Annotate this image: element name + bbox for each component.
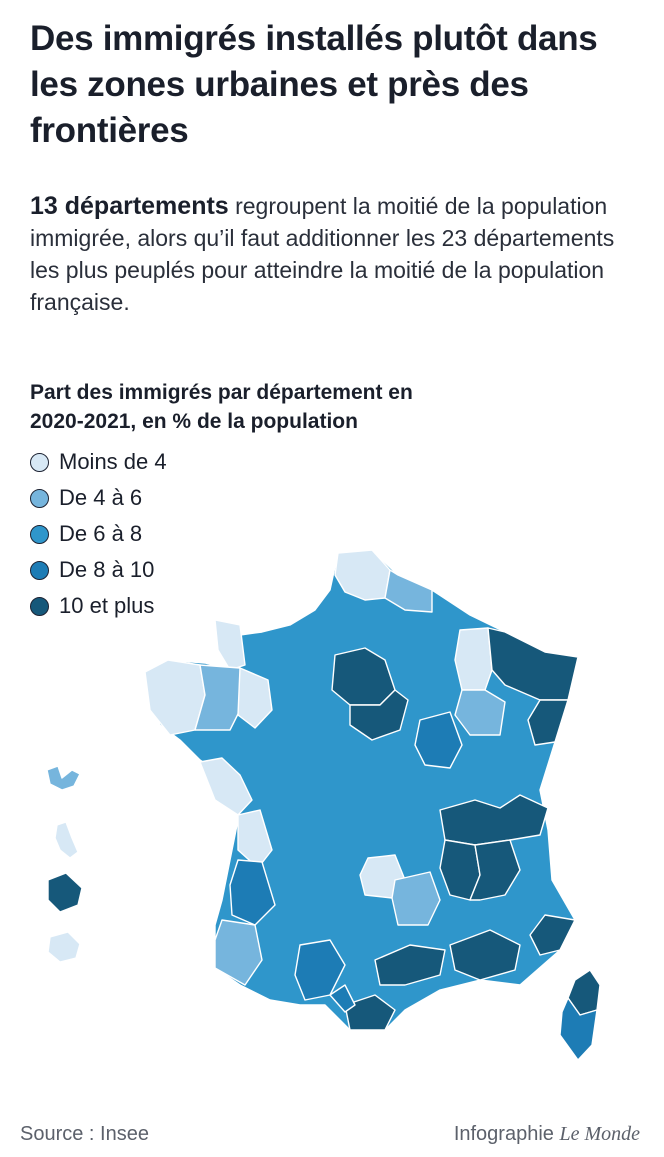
- credit-brand: Le Monde: [559, 1123, 640, 1145]
- legend-swatch-0: [30, 452, 49, 472]
- legend-swatch-2: [30, 524, 49, 544]
- map-region-vendee: [199, 757, 253, 816]
- legend-swatch-3: [30, 560, 49, 580]
- map-region-meuse-marne: [454, 627, 493, 691]
- legend-title: Part des immigrés par département en 202…: [30, 381, 413, 433]
- legend-label: De 6 à 8: [59, 521, 143, 546]
- legend-swatch-4: [30, 596, 49, 616]
- map-region-bretagne-ouest: [144, 659, 206, 736]
- map-region-mayenne: [237, 667, 273, 729]
- map-region-isere-drome: [469, 839, 521, 901]
- map-region-guadeloupe: [46, 765, 81, 791]
- map-region-guyane: [47, 872, 83, 913]
- legend-swatch-1: [30, 488, 49, 508]
- map-region-lorraine-sud: [454, 689, 506, 736]
- map-region-pas-de-calais: [384, 569, 433, 613]
- legend-item: 10 et plus: [30, 588, 470, 624]
- legend-item: De 8 à 10: [30, 552, 470, 588]
- map-region-ariege: [329, 984, 356, 1013]
- map-region-manche: [214, 619, 246, 671]
- legend-item: Moins de 4: [30, 444, 470, 480]
- intro-text: 13 départements regroupent la moitié de …: [30, 190, 640, 318]
- credit-prefix: Infographie: [453, 1123, 554, 1145]
- intro-lead: 13 départements: [30, 192, 229, 220]
- map-region-landes: [214, 919, 263, 986]
- france-map: [46, 549, 601, 1061]
- map-region-charente: [237, 809, 273, 869]
- map-region-martinique: [54, 821, 79, 859]
- map-region-var-bdr: [449, 929, 521, 981]
- map-region-gard-herault: [374, 944, 446, 986]
- map-region-alpes-maritimes: [529, 914, 576, 956]
- map-region-cantal: [391, 871, 441, 926]
- page-title: Des immigrés installés plutôt dans les z…: [30, 19, 598, 150]
- map-region-pyrenees-orientales: [344, 994, 396, 1031]
- map-region-reunion: [47, 931, 81, 963]
- legend-label: Moins de 4: [59, 449, 167, 474]
- source-note: Source : Insee: [20, 1123, 149, 1145]
- legend: Part des immigrés par département en 202…: [30, 378, 470, 624]
- map-region-haut-rhin: [527, 699, 569, 746]
- map-region-corse-sud: [559, 997, 598, 1061]
- legend-label: De 4 à 6: [59, 485, 143, 510]
- legend-item: De 4 à 6: [30, 480, 470, 516]
- map-region-seine-et-marne: [349, 689, 409, 741]
- legend-label: 10 et plus: [59, 593, 155, 618]
- map-region-nord: [334, 549, 391, 601]
- intro-rest: regroupent la moitié de la population im…: [30, 193, 615, 315]
- legend-item: De 6 à 8: [30, 516, 470, 552]
- map-region-centre: [414, 711, 463, 769]
- legend-label: De 8 à 10: [59, 557, 155, 582]
- credit-note: Infographie Le Monde: [454, 1123, 640, 1146]
